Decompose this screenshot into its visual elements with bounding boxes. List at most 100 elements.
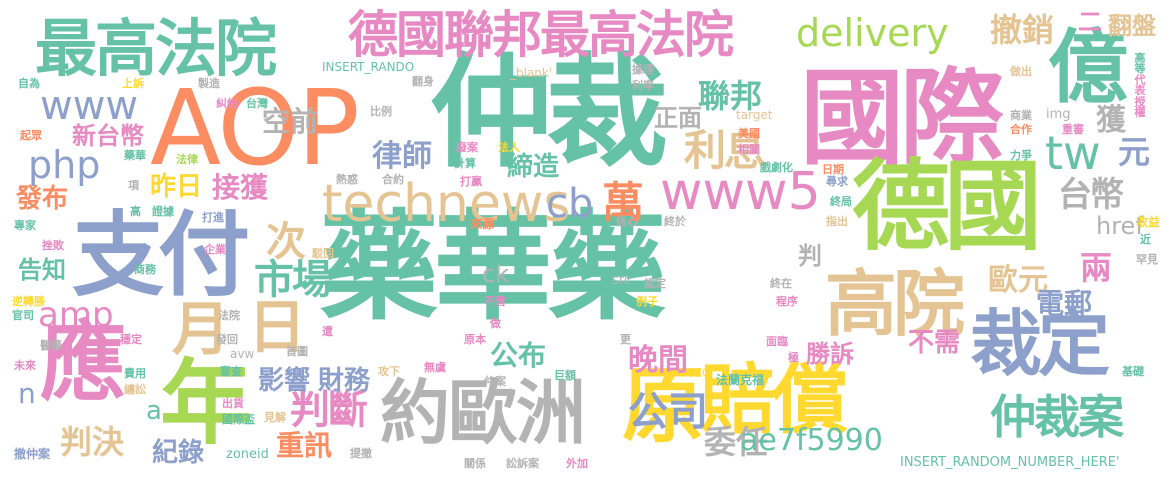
word-two-char: 二 [1078, 8, 1102, 36]
word-blank: _blank' [510, 66, 553, 80]
word-icc: ICC [690, 366, 711, 380]
word-relation: 關係 [464, 457, 486, 470]
word-shipment: 出貨 [222, 397, 244, 410]
word-announce: 公布 [490, 339, 547, 372]
word-pay: 支付 [72, 202, 250, 309]
word-usa: 美國 [738, 127, 760, 140]
word-break-into: 打進 [202, 211, 224, 224]
word-rare: 罕見 [1136, 253, 1158, 266]
word-times: 次 [266, 219, 306, 265]
word-remand: 發回 [216, 333, 238, 346]
word-target: target [736, 108, 773, 122]
word-dispute: 糾紛 [216, 97, 238, 110]
word-compensation: 賠償 [700, 355, 848, 444]
word-germany: 德國 [852, 150, 1042, 264]
word-technews: technews [322, 174, 571, 234]
word-not-needed: 不需 [908, 328, 961, 358]
word-finance: 財務 [318, 366, 371, 396]
word-capture: 攻下 [378, 365, 400, 378]
word-win-lawsuit: 勝訴 [806, 340, 854, 368]
word-business: 商務 [134, 263, 156, 276]
word-positive: 正面 [654, 104, 702, 132]
word-setback: 挫敗 [42, 239, 64, 252]
word-yuan: 元 [1118, 133, 1151, 171]
word-record: 紀錄 [152, 438, 205, 468]
word-more: 更 [620, 333, 631, 346]
word-point-out: 指出 [826, 215, 848, 228]
word-evidence: 證據 [152, 205, 174, 218]
word-make: 做出 [1010, 65, 1032, 78]
word-lawyer: 律師 [372, 139, 432, 174]
word-origin: 起眾 [20, 129, 42, 142]
word-dramatic: 戲劇化 [760, 161, 793, 174]
word-insert-random-number-here: INSERT_RANDOM_NUMBER_HERE' [900, 455, 1120, 470]
word-enterprise: 企業 [204, 243, 226, 256]
word-retrial: 重審 [1062, 123, 1084, 136]
word-at-last: 終於 [664, 215, 686, 228]
word-release: 發布 [16, 184, 69, 214]
word-final: 終局 [830, 195, 852, 208]
word-judge: 判 [798, 242, 822, 270]
word-inform: 告知 [18, 256, 66, 284]
word-arb-case: 仲案 [484, 375, 506, 388]
word-fervor: 熱惑 [336, 173, 358, 186]
word-frankfurt: 法蘭克福 [716, 373, 765, 387]
word-yesterday: 昨日 [150, 172, 203, 202]
word-international-cup: 國際盃 [222, 413, 255, 426]
word-euro: 歐元 [988, 263, 1048, 298]
word-cover-image: 首圖 [286, 345, 308, 358]
word-face: 面臨 [766, 335, 788, 348]
word-authorize: 授權 [1133, 96, 1146, 117]
word-month: 月 [172, 295, 231, 363]
word-turnaround: 翻身 [412, 75, 434, 88]
word-company: 公司 [628, 389, 708, 435]
word-day: 日 [248, 293, 307, 361]
word-high-court: 高院 [825, 262, 965, 346]
word-determine: 認定 [644, 277, 666, 290]
word-contract: 合約 [382, 173, 404, 186]
word-law: 法律 [176, 153, 198, 166]
word-ten-thousand: 萬 [602, 178, 645, 227]
word-litigation-case: 訟訴案 [506, 457, 539, 470]
word-cb: cb [546, 181, 594, 227]
word-arbitration: 仲裁 [430, 42, 668, 184]
word-medicine: 醫藥 [40, 339, 62, 352]
word-revoke: 撤銷 [990, 11, 1055, 49]
word-related: 相關 [738, 143, 760, 156]
word-tw: tw [1045, 126, 1101, 180]
word-hundred-million: 億 [1048, 21, 1128, 114]
word-commission: 委任 [704, 423, 769, 461]
word-yao-hua-yao: 藥華藥 [320, 198, 666, 336]
word-should: 應 [40, 313, 126, 413]
word-stable: 穩定 [120, 333, 142, 346]
word-href: href [1096, 212, 1144, 240]
word-foundation: 基礎 [1122, 365, 1144, 378]
word-create: 締造 [507, 152, 560, 182]
word-ratio: 比例 [370, 105, 392, 118]
word-original: 原 [622, 359, 705, 454]
word-originally: 原本 [464, 333, 486, 346]
word-no-worry: 無虞 [424, 361, 446, 374]
word-evening: 晚間 [628, 343, 688, 378]
word-ae7f5990: ae7f5990 [740, 423, 883, 458]
word-court: 法院 [218, 309, 240, 322]
word-ruling: 裁定 [970, 302, 1110, 386]
word-withdraw-petition: 提撤 [350, 447, 372, 460]
word-finally-at: 終在 [770, 277, 792, 290]
word-international: 國際 [800, 57, 1004, 179]
word-source: 來源 [470, 217, 495, 231]
word-federal: 聯邦 [698, 77, 763, 115]
word-insert-rando: INSERT_RANDO [322, 60, 415, 74]
word-reversal: 翻盤 [1108, 12, 1156, 40]
word-seek: 尋求 [826, 175, 848, 188]
word-arbitration-case: 仲裁案 [990, 390, 1124, 444]
word-www5: www5 [660, 162, 821, 222]
word-view: 見解 [264, 411, 286, 424]
word-aop: AOP [150, 67, 360, 189]
word-example: 例子 [636, 295, 658, 308]
word-php: php [28, 143, 101, 187]
word-impact: 影響 [258, 366, 311, 396]
word-interest: 利息 [684, 126, 766, 175]
word-judgment: 判斷 [290, 387, 368, 433]
word-n: n [18, 377, 36, 410]
